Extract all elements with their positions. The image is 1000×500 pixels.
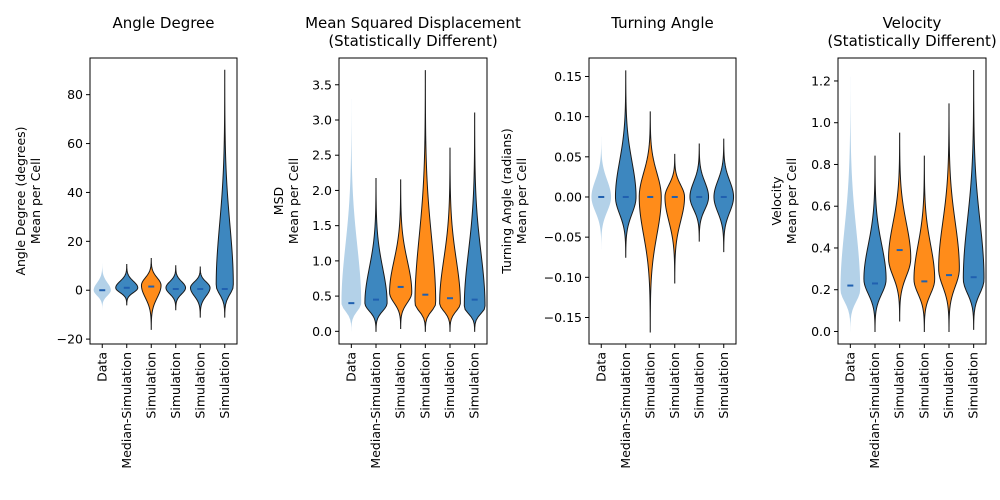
y-tick-label: −0.15 [544, 310, 582, 325]
axes-frame [338, 57, 488, 345]
violin [389, 179, 413, 329]
y-tick-label: 0.0 [811, 324, 831, 339]
x-tick-label: Simulation [192, 352, 207, 419]
y-tick-label: 0.15 [554, 69, 582, 84]
violin [165, 265, 187, 311]
y-tick-label: 20 [67, 234, 83, 249]
violin [341, 98, 362, 332]
chart-title: Mean Squared Displacement [305, 14, 521, 32]
x-tick-label: Median-Simulation [867, 352, 882, 469]
y-tick-label: 0.4 [811, 240, 831, 255]
x-tick-label: Simulation [892, 352, 907, 419]
x-tick-label: Simulation [467, 352, 482, 419]
x-tick-label: Simulation [143, 352, 158, 419]
y-tick-label: −0.05 [544, 230, 582, 245]
violin [93, 263, 111, 310]
x-tick-label: Simulation [217, 352, 232, 419]
x-tick-label: Data [343, 352, 358, 382]
chart-msd: Mean Squared Displacement(Statistically … [271, 14, 521, 469]
chart-title: Turning Angle [610, 14, 713, 32]
x-tick-label: Data [842, 352, 857, 382]
violin [713, 138, 735, 253]
y-axis-label: Turning Angle (radians) [499, 128, 514, 274]
violin [439, 147, 461, 332]
x-tick-label: Simulation [417, 352, 432, 419]
y-tick-label: 80 [67, 87, 83, 102]
x-tick-label: Simulation [667, 352, 682, 419]
violin [913, 155, 936, 332]
violin [962, 70, 985, 330]
x-tick-label: Simulation [916, 352, 931, 419]
x-tick-label: Simulation [716, 352, 731, 419]
violin [140, 257, 162, 330]
violin [463, 112, 486, 332]
y-tick-label: 1.2 [811, 73, 831, 88]
y-tick-label: 3.5 [312, 77, 332, 92]
chart-title: (Statistically Different) [328, 32, 497, 50]
violin [863, 155, 887, 332]
y-tick-label: 0.2 [811, 282, 831, 297]
violin [638, 111, 662, 333]
violin [189, 266, 211, 318]
x-tick-label: Simulation [941, 352, 956, 419]
y-tick-label: 0.00 [554, 189, 582, 204]
y-tick-label: 1.0 [811, 115, 831, 130]
y-tick-label: 0.10 [554, 109, 582, 124]
x-tick-label: Median-Simulation [368, 352, 383, 469]
chart-angle-degree: Angle Degree Angle Degree (degrees) Mean p… [13, 14, 238, 469]
x-tick-label: Simulation [442, 352, 457, 419]
x-tick-label: Median-Simulation [119, 352, 134, 469]
y-tick-label: 0.0 [312, 324, 332, 339]
axes-frame [89, 57, 238, 345]
y-axis-label: Velocity [769, 176, 784, 226]
y-tick-label: 2.5 [312, 148, 332, 163]
violin [591, 136, 612, 250]
axes-frame [588, 57, 737, 345]
y-axis-label: Mean per Cell [784, 158, 799, 244]
x-tick-label: Simulation [168, 352, 183, 419]
y-tick-label: 1.0 [312, 253, 332, 268]
x-tick-label: Simulation [393, 352, 408, 419]
violin [215, 69, 234, 318]
violin [115, 264, 139, 306]
x-tick-label: Simulation [642, 352, 657, 419]
violin [840, 76, 861, 332]
y-tick-label: −20 [57, 332, 83, 347]
violin [614, 70, 637, 258]
chart-turning-angle: Turning Angle Turning Angle (radians) Mean… [499, 14, 737, 469]
chart-title: (Statistically Different) [827, 32, 996, 50]
x-tick-label: Data [593, 352, 608, 382]
chart-title: Angle Degree [112, 14, 214, 32]
y-tick-label: 40 [67, 185, 83, 200]
y-tick-label: 0 [75, 283, 83, 298]
y-tick-label: 2.0 [312, 183, 332, 198]
x-tick-label: Median-Simulation [618, 352, 633, 469]
violin [938, 103, 960, 332]
violin [888, 132, 912, 322]
chart-velocity: Velocity(Statistically Different)Velocit… [769, 14, 997, 469]
violin [414, 70, 437, 332]
violin [689, 143, 710, 242]
y-tick-label: 0.8 [811, 157, 831, 172]
chart-title: Velocity [883, 14, 942, 32]
violin [364, 177, 388, 332]
y-axis-label: Mean per Cell [28, 158, 43, 244]
x-tick-label: Simulation [691, 352, 706, 419]
y-axis-label: Mean per Cell [286, 158, 301, 244]
y-tick-label: 0.6 [811, 199, 831, 214]
x-tick-label: Simulation [966, 352, 981, 419]
axes-frame [837, 57, 987, 345]
y-tick-label: 3.0 [312, 112, 332, 127]
y-axis-label: Angle Degree (degrees) [13, 126, 28, 275]
y-tick-label: 0.5 [312, 289, 332, 304]
y-axis-label: MSD [271, 187, 286, 215]
violin [664, 153, 686, 284]
x-tick-label: Data [94, 352, 109, 382]
y-tick-label: 60 [67, 136, 83, 151]
y-tick-label: 0.05 [554, 149, 582, 164]
y-tick-label: 1.5 [312, 218, 332, 233]
y-axis-label: Mean per Cell [514, 158, 529, 244]
y-tick-label: −0.10 [544, 270, 582, 285]
